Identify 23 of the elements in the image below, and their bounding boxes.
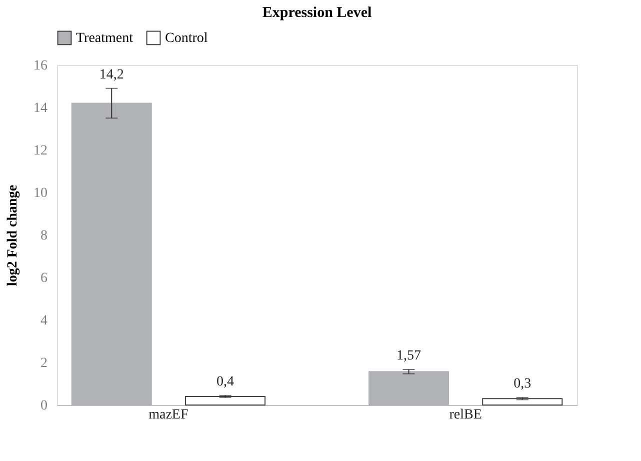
x-tick-label: mazEF — [148, 408, 188, 422]
y-tick-label: 4 — [40, 314, 48, 328]
y-tick-label: 0 — [40, 398, 48, 414]
bar — [184, 396, 266, 406]
bar — [71, 102, 152, 406]
chart-title: Expression Level — [262, 5, 372, 21]
y-tick-label: 14 — [34, 101, 48, 116]
bar — [482, 398, 563, 406]
data-label: 0,4 — [216, 374, 234, 390]
y-tick-label: 8 — [40, 228, 48, 244]
bar — [368, 371, 450, 406]
y-tick-label: 12 — [34, 144, 48, 158]
legend-label: Treatment — [76, 30, 134, 46]
data-label: 14,2 — [99, 67, 124, 82]
y-tick-label: 16 — [34, 58, 48, 74]
y-tick-label: 2 — [40, 356, 48, 371]
x-tick-label: relBE — [449, 408, 482, 422]
y-tick-label: 6 — [40, 271, 48, 286]
y-tick-label: 10 — [34, 186, 48, 201]
data-label: 0,3 — [514, 376, 532, 392]
y-axis-title: log2 Fold change — [6, 184, 20, 286]
legend-label: Control — [165, 30, 208, 46]
data-label: 1,57 — [396, 348, 422, 364]
